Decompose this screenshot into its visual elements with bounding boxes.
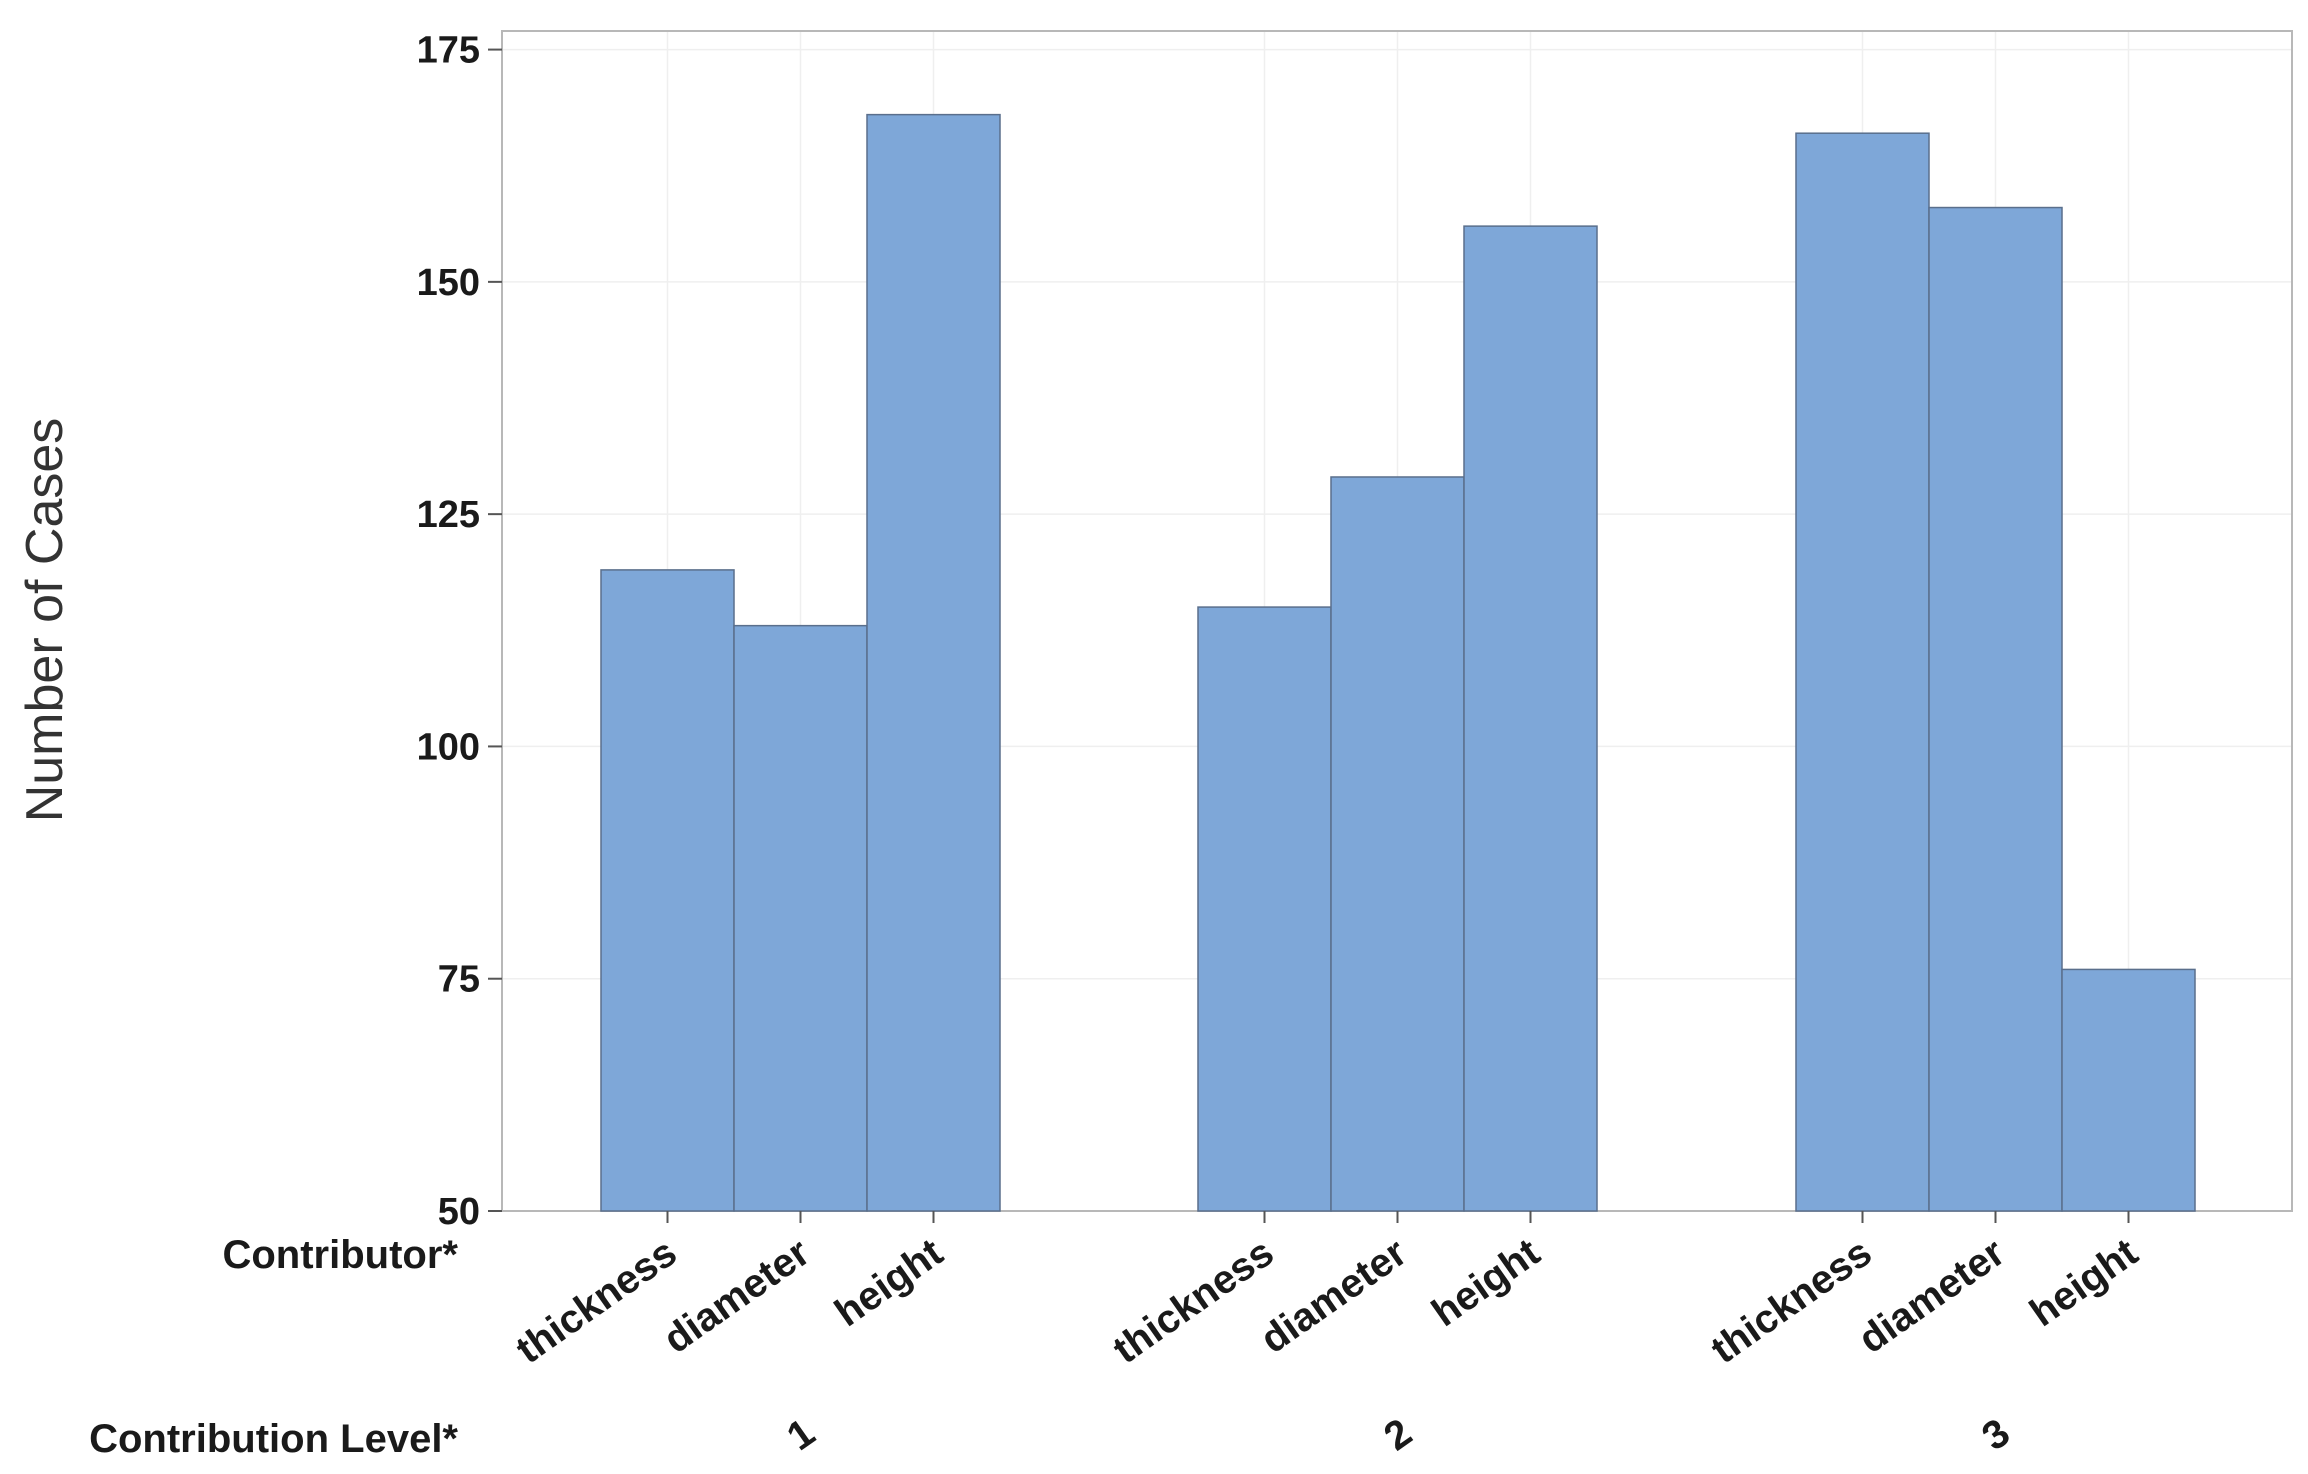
y-tick-label: 175 (417, 30, 480, 72)
bar-2-height (1463, 225, 1598, 1212)
y-tick-label: 125 (417, 494, 480, 536)
x-tick-label-thickness: thickness (1105, 1230, 1281, 1372)
x-tick-label-height: height (2022, 1230, 2146, 1335)
contributor-row-label: Contributor* (222, 1233, 458, 1277)
x-tick-label-thickness: thickness (1703, 1230, 1879, 1372)
y-tick-label: 100 (417, 726, 480, 768)
x-tick-label-diameter: diameter (1851, 1230, 2013, 1362)
group-label: 2 (1376, 1410, 1419, 1459)
y-tick-label: 75 (438, 959, 480, 1001)
x-tick-label-height: height (827, 1230, 951, 1335)
x-tick-label-diameter: diameter (1253, 1230, 1415, 1362)
y-tick-label: 50 (438, 1191, 480, 1233)
bar-2-thickness (1197, 606, 1332, 1212)
bars (600, 113, 2196, 1212)
bar-3-thickness (1795, 132, 1930, 1212)
y-axis: 50 75 100 125 150 175 (417, 30, 502, 1233)
bar-2-diameter (1330, 476, 1465, 1212)
y-axis-title: Number of Cases (16, 418, 74, 823)
bar-3-height (2061, 968, 2196, 1212)
bar-1-diameter (733, 624, 868, 1212)
x-tick-label-diameter: diameter (656, 1230, 818, 1362)
group-label: 1 (779, 1410, 822, 1459)
bar-1-height (866, 113, 1001, 1212)
group-label: 3 (1974, 1410, 2017, 1459)
x-tick-label-height: height (1424, 1230, 1548, 1335)
x-tick-label-thickness: thickness (508, 1230, 684, 1372)
contribution-level-row-label: Contribution Level* (89, 1417, 458, 1461)
bar-1-thickness (600, 569, 735, 1212)
bar-3-diameter (1928, 206, 2063, 1212)
y-tick-label: 150 (417, 262, 480, 304)
